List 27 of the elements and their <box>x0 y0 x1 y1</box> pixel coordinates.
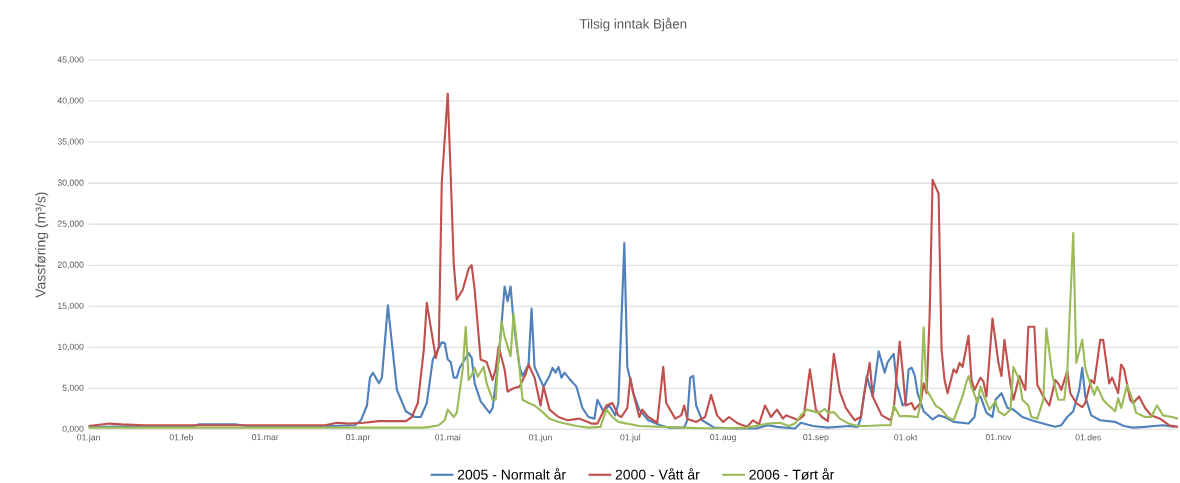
x-tick-label: 01.des <box>1075 434 1101 441</box>
x-tick-label: 01.nov <box>985 434 1012 441</box>
y-tick-label: 10,000 <box>58 343 84 351</box>
chart-title: Tilsig inntak Bjåen <box>579 17 687 32</box>
x-tick-label: 01.jul <box>620 434 641 443</box>
x-tick-label: 01.sep <box>803 434 829 442</box>
y-tick-label: 25,000 <box>57 220 84 228</box>
x-tick-label: 01.feb <box>169 434 194 441</box>
legend-label: 2006 - Tørt år <box>749 468 835 480</box>
y-tick-label: 40,000 <box>57 97 84 105</box>
y-axis-title: Vassføring (m³/s) <box>35 192 49 298</box>
x-tick-label: 01.mai <box>435 434 461 441</box>
y-tick-label: 5,000 <box>62 384 84 392</box>
y-tick-label: 20,000 <box>57 261 84 269</box>
x-tick-label: 01.aug <box>710 434 736 442</box>
legend-label: 2000 - Vått år <box>615 468 700 480</box>
legend-label: 2005 - Normalt år <box>457 468 566 480</box>
y-tick-label: 15,000 <box>58 302 84 310</box>
x-tick-label: 01.jan <box>77 434 100 443</box>
y-tick-label: 0,000 <box>62 425 84 433</box>
y-tick-label: 35,000 <box>57 138 84 146</box>
y-tick-label: 30,000 <box>57 179 84 187</box>
x-tick-label: 01.okt <box>894 434 918 441</box>
x-tick-label: 01.mar <box>252 434 279 441</box>
y-tick-label: 45,000 <box>57 56 84 64</box>
x-tick-label: 01.jun <box>529 434 552 443</box>
x-tick-label: 01.apr <box>346 434 371 442</box>
